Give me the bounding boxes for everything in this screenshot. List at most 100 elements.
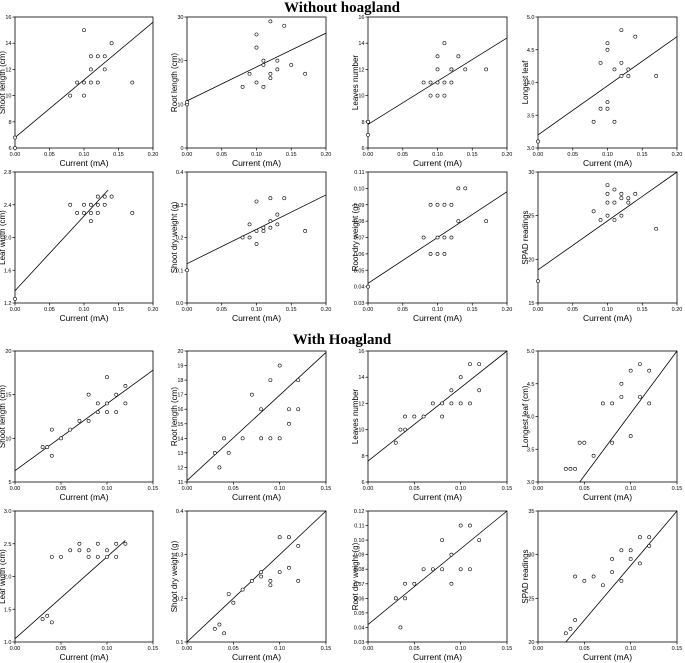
data-point bbox=[261, 84, 266, 89]
data-point bbox=[249, 578, 254, 583]
x-axis-label: Current (mA) bbox=[59, 652, 108, 662]
data-point bbox=[458, 523, 463, 528]
data-point bbox=[109, 194, 114, 199]
data-point bbox=[442, 80, 447, 85]
x-tick-label: 0.15 bbox=[502, 486, 513, 492]
data-point bbox=[240, 84, 245, 89]
x-tick-label: 0.15 bbox=[148, 646, 159, 652]
data-point bbox=[619, 394, 624, 399]
x-tick-label: 0.10 bbox=[274, 486, 285, 492]
data-point bbox=[275, 222, 280, 227]
data-point bbox=[435, 80, 440, 85]
data-point bbox=[254, 45, 259, 50]
data-point bbox=[268, 436, 273, 441]
plot-frame bbox=[537, 16, 678, 149]
data-point bbox=[573, 574, 577, 579]
data-point bbox=[430, 567, 435, 572]
data-point bbox=[449, 388, 454, 393]
x-tick-label: 0.10 bbox=[625, 486, 636, 492]
data-point bbox=[254, 32, 259, 37]
data-point bbox=[261, 63, 266, 67]
y-tick-label: 0.2 bbox=[176, 236, 184, 242]
data-point bbox=[398, 625, 403, 630]
y-tick-label: 20 bbox=[177, 59, 183, 65]
data-point bbox=[647, 368, 652, 373]
y-tick-label: 25 bbox=[528, 214, 534, 220]
data-point bbox=[393, 440, 398, 445]
data-point bbox=[40, 445, 45, 449]
data-point bbox=[598, 60, 603, 65]
x-axis-label: Current (mA) bbox=[232, 313, 281, 323]
y-tick-label: 0.09 bbox=[354, 203, 365, 209]
x-tick-label: 0.00 bbox=[533, 152, 544, 158]
data-point bbox=[598, 106, 603, 111]
data-point bbox=[86, 418, 91, 423]
data-point bbox=[484, 67, 489, 72]
x-tick-label: 0.05 bbox=[44, 307, 55, 313]
data-point bbox=[626, 200, 631, 205]
scatter-plot-15: 0.00 0.05 0.10 0.15 0.03 0.04 0.05 0.06 0.07 0.08… bbox=[351, 509, 512, 662]
data-point bbox=[421, 80, 426, 85]
data-point bbox=[82, 28, 86, 33]
data-point bbox=[484, 219, 489, 224]
data-point bbox=[442, 93, 447, 98]
x-tick-label: 0.00 bbox=[10, 152, 21, 158]
y-tick-label: 2.8 bbox=[4, 170, 12, 176]
data-point bbox=[421, 414, 426, 419]
data-point bbox=[626, 74, 631, 78]
data-point bbox=[13, 297, 17, 301]
data-point bbox=[591, 574, 596, 579]
data-point bbox=[75, 211, 80, 215]
trend-line bbox=[537, 171, 678, 271]
x-tick-label: 0.10 bbox=[251, 307, 262, 313]
x-tick-label: 0.15 bbox=[113, 152, 124, 158]
data-point bbox=[638, 394, 642, 399]
data-point bbox=[600, 583, 605, 588]
data-point bbox=[95, 541, 100, 546]
data-point bbox=[95, 410, 100, 415]
data-point bbox=[435, 54, 440, 59]
trend-line bbox=[14, 189, 109, 291]
data-point bbox=[605, 106, 610, 111]
x-tick-label: 0.15 bbox=[467, 152, 478, 158]
y-tick-label: 15 bbox=[177, 422, 183, 428]
data-point bbox=[654, 74, 659, 78]
x-tick-label: 0.05 bbox=[579, 646, 590, 652]
y-tick-label: 12 bbox=[5, 67, 11, 73]
y-tick-label: 3.0 bbox=[4, 509, 12, 515]
x-tick-label: 0.05 bbox=[409, 646, 420, 652]
y-tick-label: 3.0 bbox=[527, 480, 535, 486]
y-tick-label: 4.0 bbox=[527, 81, 535, 87]
data-point bbox=[536, 139, 540, 144]
y-tick-label: 8 bbox=[361, 120, 364, 126]
y-tick-label: 30 bbox=[528, 170, 534, 176]
y-tick-label: 3.0 bbox=[527, 146, 535, 152]
scatter-plot-9: 0.00 0.05 0.10 0.15 5 10 15 20 Current (mA) Shoot… bbox=[0, 349, 158, 502]
data-point bbox=[59, 554, 63, 559]
y-tick-label: 15 bbox=[5, 393, 11, 399]
x-tick-label: 0.00 bbox=[182, 486, 193, 492]
data-point bbox=[68, 427, 73, 432]
x-tick-label: 0.00 bbox=[363, 646, 374, 652]
data-point bbox=[577, 440, 582, 445]
y-tick-label: 2.0 bbox=[4, 236, 12, 242]
data-point bbox=[591, 453, 596, 458]
y-tick-label: 0.03 bbox=[354, 640, 365, 646]
x-tick-label: 0.15 bbox=[467, 307, 478, 313]
data-point bbox=[638, 535, 642, 540]
scatter-plot-13: 0.00 0.05 0.10 0.15 1.0 1.5 2.0 2.5 3.0 Current (… bbox=[0, 509, 158, 662]
data-point bbox=[458, 375, 463, 380]
data-point bbox=[626, 196, 631, 201]
data-point bbox=[449, 552, 454, 557]
data-point bbox=[610, 440, 615, 445]
scatter-plot-5: 0.00 0.05 0.10 0.15 0.20 1.2 1.6 2.0 2.4 2.8 Curre… bbox=[0, 170, 158, 323]
data-point bbox=[226, 592, 231, 596]
data-point bbox=[247, 222, 252, 227]
data-point bbox=[114, 410, 119, 415]
data-point bbox=[468, 523, 472, 528]
data-point bbox=[277, 570, 282, 575]
data-point bbox=[185, 268, 189, 273]
data-point bbox=[95, 54, 100, 59]
y-tick-label: 15 bbox=[528, 301, 534, 307]
data-point bbox=[123, 401, 128, 406]
